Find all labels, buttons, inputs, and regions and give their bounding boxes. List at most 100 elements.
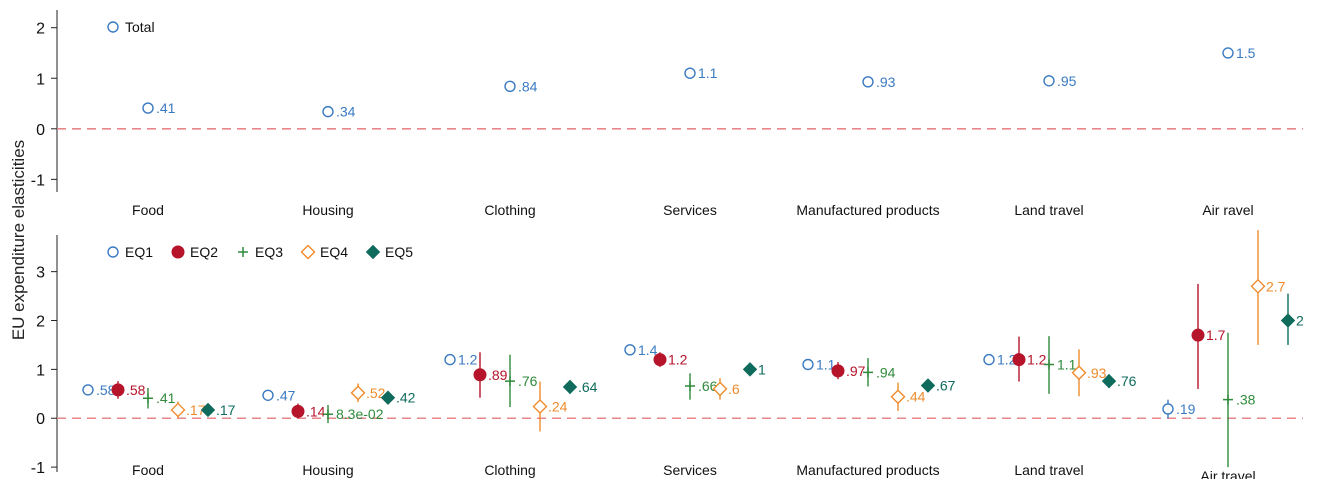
category-label: Food [132, 202, 164, 218]
legend-label: EQ4 [320, 244, 348, 260]
data-point [712, 381, 728, 397]
legend-marker [238, 247, 248, 257]
category-label: Services [663, 462, 717, 478]
data-point [200, 402, 216, 418]
data-point [802, 358, 814, 371]
data-label: 1.1 [1057, 356, 1077, 372]
data-label: .47 [276, 387, 296, 403]
data-point [262, 389, 274, 401]
data-point [350, 385, 366, 401]
data-label: .76 [1117, 373, 1137, 389]
data-label: .41 [156, 100, 176, 116]
data-label: .66 [698, 378, 718, 394]
category-label: Land travel [1014, 462, 1083, 478]
y-axis-label: EU expenditure elasticities [9, 140, 28, 340]
data-point [143, 393, 153, 404]
y-tick-label: -1 [31, 460, 45, 477]
category-label: Air ravel [1202, 202, 1253, 218]
data-point [322, 105, 334, 118]
data-point [444, 353, 456, 366]
data-label: .14 [306, 403, 326, 419]
data-point [1222, 47, 1234, 59]
data-point [624, 344, 636, 356]
data-point [1012, 353, 1026, 367]
legend-marker [171, 245, 185, 259]
legend-marker [107, 21, 119, 33]
data-label: .24 [548, 399, 568, 415]
legend-marker [300, 244, 316, 260]
data-label: 1.7 [1206, 327, 1226, 343]
y-tick-label: 2 [36, 21, 45, 38]
data-label: .34 [336, 104, 356, 120]
category-label: Manufactured products [796, 462, 939, 478]
data-point [505, 376, 515, 387]
data-label: 1.2 [1027, 352, 1047, 368]
data-label: 1 [758, 361, 766, 377]
data-point [142, 102, 154, 114]
category-label: Air travel [1200, 468, 1255, 479]
y-tick-label: -1 [31, 172, 45, 189]
data-point [380, 390, 396, 405]
data-point [1191, 328, 1205, 342]
data-label: .19 [1176, 401, 1196, 417]
category-label: Services [663, 202, 717, 218]
data-point [1043, 75, 1055, 87]
data-label: .94 [876, 364, 896, 380]
data-point [1162, 403, 1174, 415]
data-point [831, 364, 845, 378]
data-point [742, 362, 758, 377]
data-point [82, 384, 94, 396]
data-point [684, 67, 696, 79]
data-label: 1.4 [638, 342, 658, 358]
data-label: .38 [1236, 392, 1256, 408]
data-label: .42 [396, 390, 416, 406]
data-point [532, 399, 548, 415]
data-point [323, 409, 333, 420]
data-label: .89 [488, 367, 508, 383]
data-label: 1.1 [816, 356, 836, 372]
data-point [983, 353, 995, 366]
data-point [111, 383, 125, 397]
data-point [920, 378, 936, 393]
axes-layer: -1 0 1 2 Food Housing Clothing Services Manufact… [31, 10, 1303, 484]
y-tick-label: 1 [36, 362, 45, 379]
data-point [890, 389, 906, 405]
data-label: .84 [518, 78, 538, 94]
data-point [1280, 313, 1296, 328]
data-point [291, 404, 305, 418]
data-label: .44 [906, 389, 926, 405]
data-point [862, 76, 874, 88]
data-point [1101, 373, 1117, 389]
data-point [1071, 365, 1087, 381]
category-label: Clothing [484, 462, 535, 478]
data-label: .17 [186, 402, 206, 418]
data-label: .95 [1057, 73, 1077, 89]
data-label: 1.2 [668, 352, 688, 368]
data-label: 1.1 [698, 65, 718, 81]
data-label: .17 [216, 402, 236, 418]
data-label: .6 [728, 381, 740, 397]
data-label: 8.3e-02 [336, 406, 384, 422]
category-label: Land travel [1014, 202, 1083, 218]
data-point [562, 379, 578, 395]
data-label: .93 [1087, 365, 1107, 381]
category-label: Manufactured products [796, 202, 939, 218]
data-label: .64 [578, 379, 598, 395]
data-label: .41 [156, 390, 176, 406]
legend-label: EQ2 [190, 244, 218, 260]
category-label: Clothing [484, 202, 535, 218]
legend-marker [107, 246, 119, 258]
data-label: 2 [1296, 313, 1304, 329]
data-point [685, 380, 695, 391]
category-label: Food [132, 462, 164, 478]
data-label: 1.5 [1236, 45, 1256, 61]
legend-label: EQ5 [385, 244, 413, 260]
data-label: 2.7 [1266, 278, 1286, 294]
category-label: Housing [302, 202, 353, 218]
marks-layer: Total .41 .34 .84 1.1 .93 .95 1.5 EQ1 EQ2 EQ3 EQ4 EQ… [82, 19, 1304, 468]
legend-marker [365, 244, 381, 260]
y-tick-label: 0 [36, 411, 45, 428]
y-tick-label: 2 [36, 314, 45, 331]
legend-label: EQ3 [255, 244, 283, 260]
